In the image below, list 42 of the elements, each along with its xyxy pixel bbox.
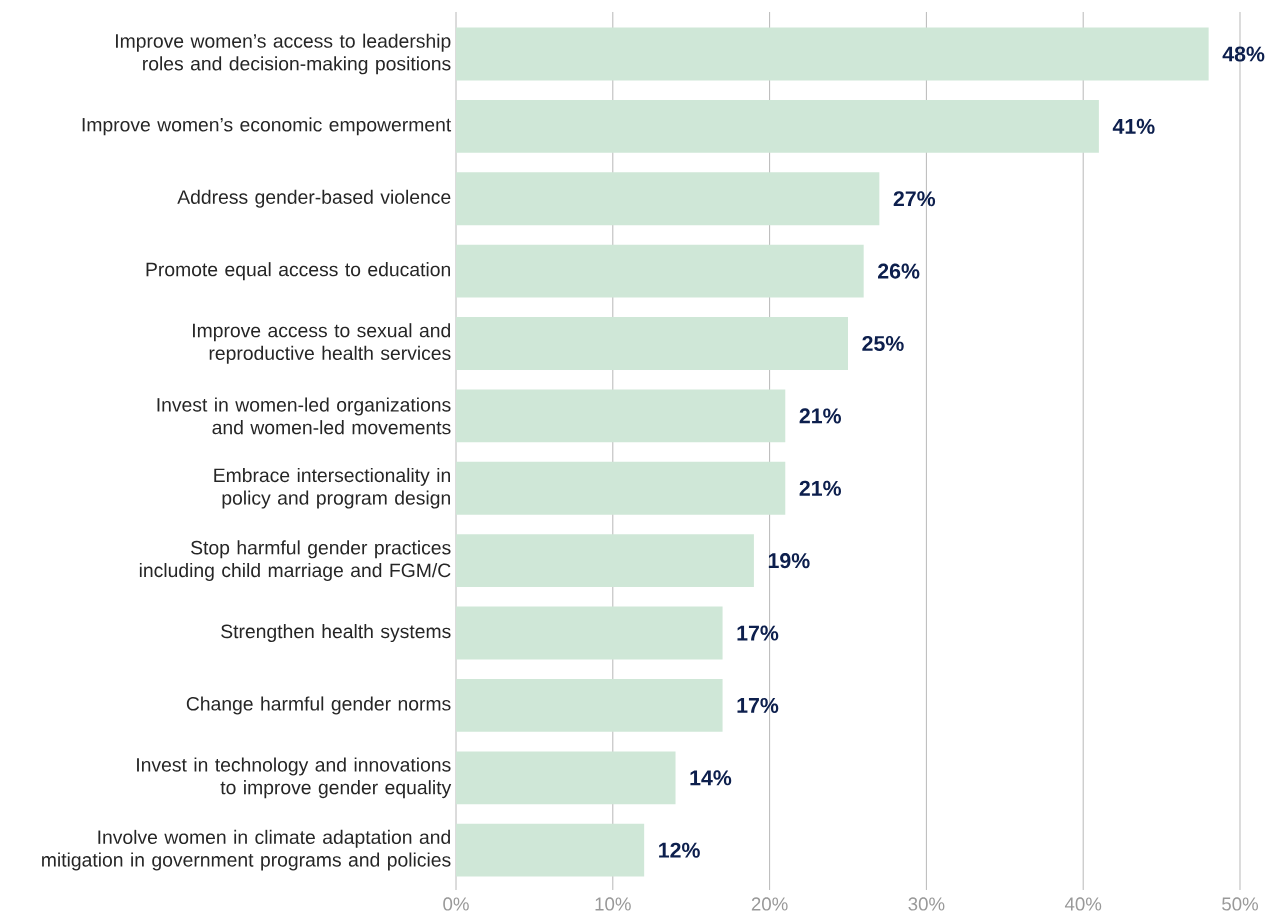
- bar: [456, 172, 880, 226]
- data-label: 14%: [690, 770, 732, 786]
- y-tick-label: Promote equal access to education: [146, 262, 450, 281]
- x-tick-label: 50%: [1222, 897, 1259, 911]
- y-tick-label: Change harmful gender norms: [186, 696, 451, 715]
- data-label: 26%: [878, 263, 920, 279]
- y-tick-label: Improve women’s access to leadership roles and decision-making positions: [116, 33, 451, 75]
- data-label: 41%: [1112, 118, 1155, 134]
- y-tick-label: Invest in women-led organizations and women-led movements: [157, 397, 451, 435]
- data-label: 21%: [799, 408, 841, 424]
- bar: [456, 244, 864, 298]
- x-tick-label: 10%: [595, 897, 631, 911]
- data-label: 12%: [659, 842, 700, 858]
- bar: [456, 389, 786, 443]
- bar: [456, 534, 754, 588]
- y-tick-label: Invest in technology and innovations to improve gender equality: [137, 757, 452, 799]
- x-tick-label: 0%: [443, 897, 469, 911]
- data-label: 48%: [1222, 46, 1265, 62]
- bar: [456, 823, 645, 877]
- data-label: 17%: [737, 625, 779, 641]
- data-label: 21%: [799, 480, 841, 496]
- y-tick-label: Strengthen health systems: [221, 624, 451, 643]
- x-tick-label: 40%: [1064, 897, 1102, 911]
- data-label: 19%: [768, 553, 810, 569]
- x-tick-label: 30%: [908, 897, 945, 911]
- data-label: 27%: [893, 191, 936, 207]
- y-tick-label: Improve women’s economic empowerment: [82, 117, 452, 136]
- data-label: 25%: [862, 335, 904, 352]
- bar: [456, 606, 723, 660]
- y-tick-label: Address gender-based violence: [177, 189, 451, 208]
- bar: [456, 751, 676, 805]
- y-tick-label: Embrace intersectionality in policy and program design: [214, 467, 450, 509]
- bar: [456, 461, 786, 515]
- bar: [456, 317, 848, 370]
- y-tick-label: Involve women in climate adaptation and mitigation in government programs and policies: [42, 829, 451, 871]
- bar: [456, 679, 723, 732]
- data-label: 17%: [737, 697, 779, 713]
- y-tick-label: Improve access to sexual and reproductive health services: [193, 323, 451, 364]
- y-tick-label: Stop harmful gender practices including child marriage and FGM/C: [139, 540, 451, 581]
- bar: [456, 99, 1099, 153]
- bar: [456, 27, 1209, 81]
- x-tick-label: 20%: [751, 897, 788, 911]
